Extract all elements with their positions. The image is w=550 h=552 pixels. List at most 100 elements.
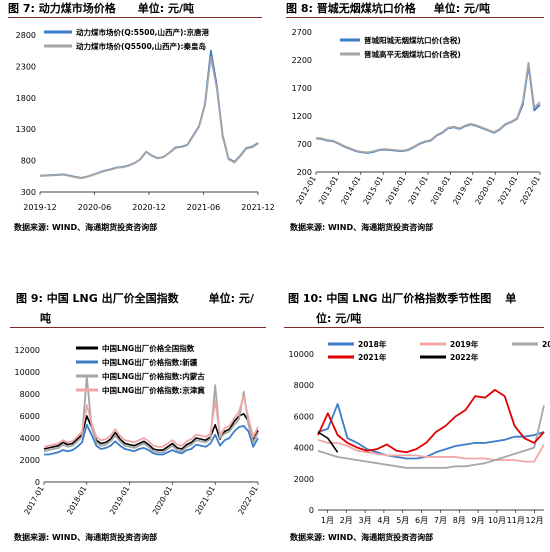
- y-tick-label: 800: [21, 157, 36, 166]
- x-tick-label: 2014-01: [339, 174, 363, 206]
- chart-fig8: 200 700 1200 1700 2200 2700 2012-012013-012014…: [292, 28, 542, 206]
- x-tick-label: 11月: [507, 516, 525, 525]
- y-tick-label: 2700: [292, 28, 312, 37]
- chart-title-fig8: 图 8: 晋城无烟煤坑口价格 单位: 元/吨: [286, 2, 490, 15]
- x-tick-label: 3月: [359, 516, 372, 525]
- legend-label: 中国LNG出厂价格全国指数: [102, 343, 195, 353]
- legend-label: 晋城阳城无烟煤坑口价(含税): [364, 35, 461, 45]
- y-tick-label: 200: [297, 168, 312, 177]
- x-tick-label: 2019-01: [451, 174, 475, 206]
- chart-fig10: 0 2000 4000 6000 8000 10000 1月 2月 3月 4月 5月 6月 7月 8月 9月…: [289, 339, 550, 525]
- x-tick-label: 2021-12: [241, 203, 274, 212]
- x-tick-label: 1月: [321, 516, 334, 525]
- x-tick-label: 6月: [415, 516, 428, 525]
- x-tick-label: 2020-06: [78, 203, 111, 212]
- legend-label: 2021年: [358, 352, 387, 362]
- series-line: [317, 388, 545, 454]
- x-tick-label: 10月: [488, 516, 506, 525]
- y-tick-label: 1300: [16, 125, 36, 134]
- x-tick-label: 2022-01: [236, 484, 260, 516]
- y-tick-label: 0: [309, 506, 314, 515]
- data-source: 数据来源: WIND、海通期货投资咨询部: [290, 533, 434, 542]
- x-tick-label: 2月: [340, 516, 353, 525]
- y-tick-label: 2800: [16, 31, 36, 40]
- x-tick-label: 2012-01: [294, 174, 318, 206]
- series-line: [317, 431, 339, 453]
- legend-label: 2019年: [450, 339, 479, 349]
- legend-label: 动力煤市场价(Q5500,山西产):秦皇岛: [76, 41, 206, 51]
- data-source: 数据来源: WIND、海通期货投资咨询部: [14, 533, 158, 542]
- y-tick-label: 2200: [292, 56, 312, 65]
- x-tick-label: 2020-01: [151, 484, 175, 516]
- chart-title-fig10-cont: 位: 元/吨: [316, 312, 362, 325]
- y-tick-label: 12000: [15, 346, 40, 355]
- x-tick-label: 2018-01: [429, 174, 453, 206]
- series-line: [39, 56, 259, 180]
- data-source: 数据来源: WIND、海通期货投资咨询部: [290, 223, 434, 232]
- title-rule: [10, 327, 266, 328]
- series-line: [317, 405, 545, 469]
- x-tick-label: 2017-01: [406, 174, 430, 206]
- x-tick-label: 2020-12: [132, 203, 165, 212]
- y-tick-label: 8000: [20, 390, 40, 399]
- chart-fig9: 0 2000 4000 6000 8000 10000 12000 2017-01 2018-0…: [15, 343, 260, 516]
- x-tick-label: 2019-01: [108, 484, 132, 516]
- y-tick-label: 4000: [294, 444, 314, 453]
- legend-label: 中国LNG出厂价格指数:内蒙古: [102, 371, 205, 381]
- x-tick-label: 2021-01: [496, 174, 520, 206]
- y-tick-label: 10000: [289, 350, 314, 359]
- title-rule: [8, 17, 262, 18]
- x-tick-label: 2019-12: [23, 203, 56, 212]
- y-tick-label: 6000: [20, 412, 40, 421]
- series-line: [44, 423, 259, 456]
- x-tick-label: 2015-01: [361, 174, 385, 206]
- data-source: 数据来源: WIND、海通期货投资咨询部: [14, 223, 158, 232]
- legend-label: 晋城高平无烟煤坑口价(含税): [364, 49, 461, 59]
- series-line: [317, 403, 545, 460]
- chart-title-fig9-cont: 吨: [40, 312, 51, 325]
- x-tick-label: 2020-01: [473, 174, 497, 206]
- chart-title-fig10: 图 10: 中国 LNG 出厂价格指数季节性图单: [288, 292, 517, 305]
- x-tick-label: 2021-06: [187, 203, 220, 212]
- y-tick-label: 8000: [294, 381, 314, 390]
- y-tick-label: 1700: [292, 84, 312, 93]
- y-tick-label: 4000: [20, 434, 40, 443]
- title-rule: [286, 17, 544, 18]
- chart-title-fig9: 图 9: 中国 LNG 出厂价全国指数 单位: 元/: [16, 292, 254, 305]
- x-tick-label: 5月: [396, 516, 409, 525]
- legend-label: 中国LNG出厂价格指数:京津冀: [102, 385, 205, 395]
- x-tick-label: 7月: [434, 516, 447, 525]
- chart-fig7: 300 800 1300 1800 2300 2800 2019-12 2020-06 2020…: [16, 27, 275, 212]
- legend-label: 2020年: [542, 339, 550, 349]
- x-tick-label: 12月: [525, 516, 543, 525]
- x-tick-label: 2022-01: [518, 174, 542, 206]
- legend-label: 中国LNG出厂价格指数:新疆: [102, 357, 198, 367]
- y-tick-label: 300: [21, 188, 36, 197]
- x-tick-label: 4月: [377, 516, 390, 525]
- y-tick-label: 2000: [20, 456, 40, 465]
- y-tick-label: 1800: [16, 94, 36, 103]
- y-tick-label: 2300: [16, 62, 36, 71]
- legend-label: 2018年: [358, 339, 387, 349]
- series-line: [43, 375, 259, 454]
- title-rule: [284, 327, 544, 328]
- x-tick-label: 8月: [453, 516, 466, 525]
- series-line: [315, 61, 541, 154]
- series-line: [43, 395, 259, 448]
- x-tick-label: 2018-01: [65, 484, 89, 516]
- y-tick-label: 1200: [292, 112, 312, 121]
- x-tick-label: 2017-01: [22, 484, 46, 516]
- series-line: [317, 438, 545, 463]
- series-line: [39, 49, 259, 179]
- y-tick-label: 10000: [15, 368, 40, 377]
- y-tick-label: 6000: [294, 412, 314, 421]
- y-tick-label: 700: [297, 140, 312, 149]
- y-tick-label: 2000: [294, 475, 314, 484]
- x-tick-label: 2016-01: [384, 174, 408, 206]
- x-tick-label: 2021-01: [193, 484, 217, 516]
- legend-label: 2022年: [450, 352, 479, 362]
- x-tick-label: 2013-01: [317, 174, 341, 206]
- y-tick-label: 0: [35, 478, 40, 487]
- chart-title-fig7: 图 7: 动力煤市场价格 单位: 元/吨: [8, 2, 194, 15]
- x-tick-label: 9月: [472, 516, 485, 525]
